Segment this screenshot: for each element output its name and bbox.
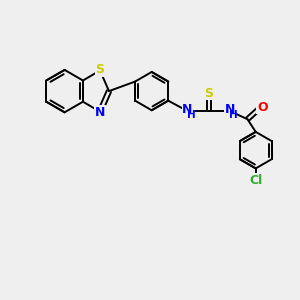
Text: H: H bbox=[229, 110, 238, 120]
Text: S: S bbox=[204, 87, 213, 100]
Text: H: H bbox=[187, 110, 196, 120]
Text: S: S bbox=[95, 63, 104, 76]
Text: N: N bbox=[182, 103, 193, 116]
Text: N: N bbox=[95, 106, 105, 119]
Text: N: N bbox=[225, 103, 235, 116]
Text: O: O bbox=[257, 101, 268, 114]
Text: Cl: Cl bbox=[249, 174, 262, 187]
